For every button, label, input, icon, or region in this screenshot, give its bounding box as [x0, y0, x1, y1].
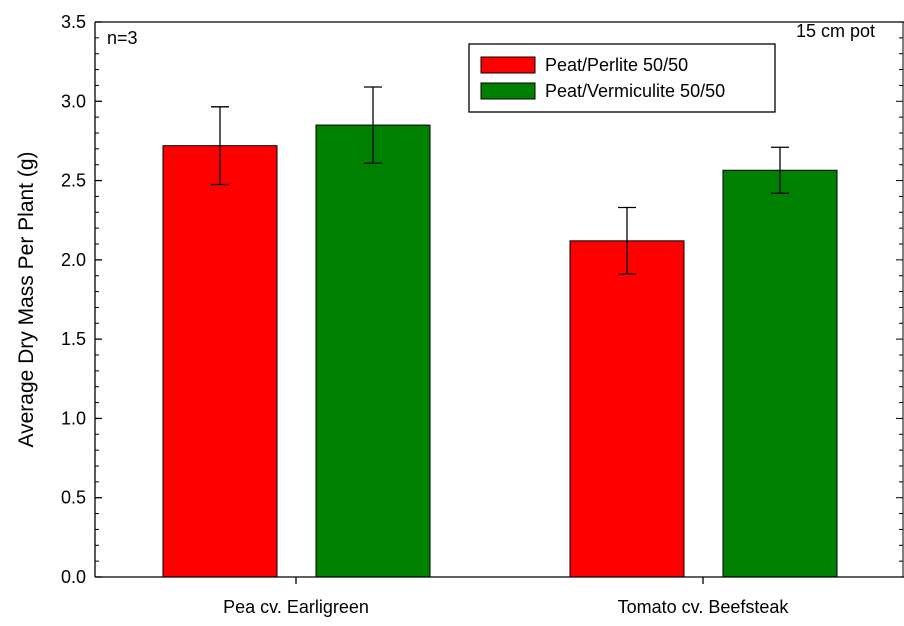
bar-peat-perlite-1 — [569, 240, 685, 578]
y-tick-label: 3.0 — [61, 91, 86, 111]
labels-layer: 0.0 0.5 1.0 1.5 2.0 2.5 3.0 3.5 Pea cv. Earligre… — [15, 12, 875, 617]
legend-label-0: Peat/Perlite 50/50 — [545, 55, 688, 75]
legend-swatch-1 — [480, 82, 536, 100]
y-axis-title: Average Dry Mass Per Plant (g) — [15, 151, 38, 447]
error-bars-layer — [211, 86, 789, 275]
legend-box — [468, 43, 776, 113]
legend-swatch-0 — [480, 56, 536, 74]
annotation-pot-size: 15 cm pot — [796, 21, 875, 41]
bar-peat-perlite-0 — [162, 145, 278, 578]
bars-layer — [162, 124, 838, 578]
y-tick-label: 0.5 — [61, 488, 86, 508]
y-tick-label: 3.5 — [61, 12, 86, 32]
axes-layer — [94, 21, 904, 584]
y-tick-label: 0.0 — [61, 567, 86, 587]
y-tick-label: 1.0 — [61, 408, 86, 428]
x-category-label: Pea cv. Earligreen — [223, 597, 369, 617]
legend-label-1: Peat/Vermiculite 50/50 — [545, 81, 725, 101]
y-tick-label: 2.0 — [61, 250, 86, 270]
y-tick-label: 2.5 — [61, 171, 86, 191]
legend: Peat/Perlite 50/50 Peat/Vermiculite 50/50 — [468, 43, 776, 113]
x-category-label: Tomato cv. Beefsteak — [618, 597, 790, 617]
bar-peat-vermiculite-1 — [722, 169, 838, 578]
annotation-sample-size: n=3 — [107, 28, 138, 48]
y-tick-label: 1.5 — [61, 329, 86, 349]
bar-peat-vermiculite-0 — [315, 124, 431, 578]
